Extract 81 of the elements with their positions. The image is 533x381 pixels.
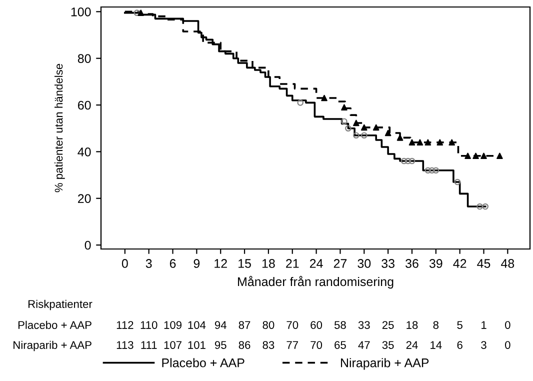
text: 112 bbox=[116, 321, 134, 329]
text: 3 bbox=[481, 341, 486, 349]
x-tick-label: 30 bbox=[358, 259, 371, 268]
point bbox=[384, 130, 392, 136]
y-tick-label: 60 bbox=[78, 100, 91, 110]
x-tick-label: 12 bbox=[214, 259, 227, 268]
text: Placebo + AAP bbox=[18, 320, 92, 329]
text: 18 bbox=[406, 321, 418, 329]
x-tick-label: 0 bbox=[122, 259, 128, 268]
point bbox=[396, 134, 404, 141]
text: 87 bbox=[238, 321, 250, 329]
text: 58 bbox=[334, 321, 346, 329]
x-tick-label: 33 bbox=[382, 259, 394, 268]
x-tick-label: 36 bbox=[406, 259, 418, 268]
text: 65 bbox=[334, 341, 346, 349]
text: 110 bbox=[140, 321, 158, 329]
point bbox=[321, 94, 328, 102]
y-tick-label: 20 bbox=[78, 194, 91, 204]
text: 1 bbox=[482, 321, 486, 329]
point bbox=[472, 152, 479, 160]
x-tick-label: 48 bbox=[501, 259, 514, 268]
text: 104 bbox=[188, 321, 206, 329]
point bbox=[360, 124, 368, 131]
text: 47 bbox=[358, 341, 370, 349]
point bbox=[464, 152, 471, 160]
text: 0 bbox=[505, 341, 510, 349]
text: 83 bbox=[262, 341, 274, 349]
text: 94 bbox=[214, 321, 226, 329]
text: 95 bbox=[214, 341, 226, 349]
point bbox=[372, 124, 380, 131]
y-tick-label: 0 bbox=[84, 240, 91, 250]
x-tick-label: 18 bbox=[262, 259, 275, 268]
point bbox=[424, 139, 432, 146]
x-tick-label: 24 bbox=[310, 259, 323, 268]
text: 101 bbox=[188, 341, 206, 349]
x-tick-label: 6 bbox=[170, 259, 176, 268]
point bbox=[138, 10, 144, 16]
text: 8 bbox=[433, 321, 439, 329]
x-tick-label: 21 bbox=[286, 259, 299, 268]
text: 6 bbox=[457, 341, 462, 349]
text: Niraparib + AAP bbox=[14, 340, 92, 352]
y-axis-title: % patienter utan händelse bbox=[54, 64, 65, 192]
point bbox=[448, 139, 456, 146]
point bbox=[496, 152, 503, 160]
point bbox=[436, 139, 444, 146]
text: 86 bbox=[238, 341, 250, 349]
text: 109 bbox=[164, 321, 182, 329]
text: 70 bbox=[286, 321, 298, 329]
x-tick-label: 42 bbox=[453, 259, 466, 268]
x-tick-label: 3 bbox=[146, 259, 152, 268]
text: Riskpatienter bbox=[28, 300, 92, 310]
point bbox=[416, 139, 424, 146]
legend-label: Niraparib + AAP bbox=[341, 358, 429, 370]
x-tick-label: 39 bbox=[429, 259, 442, 268]
text: 70 bbox=[310, 341, 322, 349]
point bbox=[480, 152, 487, 160]
legend-label: Placebo + AAP bbox=[162, 358, 244, 368]
y-tick-label: 100 bbox=[71, 7, 91, 16]
text: 33 bbox=[358, 321, 370, 329]
point bbox=[408, 139, 416, 146]
text: 113 bbox=[116, 341, 134, 349]
text: 80 bbox=[262, 321, 274, 329]
text: 0 bbox=[505, 321, 510, 329]
x-tick-label: 9 bbox=[194, 259, 200, 268]
x-tick-label: 45 bbox=[477, 259, 490, 268]
point bbox=[353, 120, 360, 126]
y-tick-label: 40 bbox=[78, 147, 91, 156]
text: 25 bbox=[382, 321, 394, 329]
x-tick-label: 15 bbox=[238, 259, 251, 268]
text: 111 bbox=[141, 341, 157, 349]
text: 107 bbox=[164, 341, 182, 349]
x-tick-label: 27 bbox=[334, 259, 347, 268]
text: 24 bbox=[406, 341, 418, 349]
text: 5 bbox=[457, 321, 462, 329]
text: 77 bbox=[286, 341, 298, 349]
text: 60 bbox=[310, 321, 322, 329]
y-tick-label: 80 bbox=[78, 54, 91, 63]
text: 14 bbox=[430, 341, 442, 349]
x-axis-title: Månader från randomisering bbox=[238, 276, 394, 289]
text: 35 bbox=[382, 341, 394, 349]
point bbox=[341, 104, 348, 110]
